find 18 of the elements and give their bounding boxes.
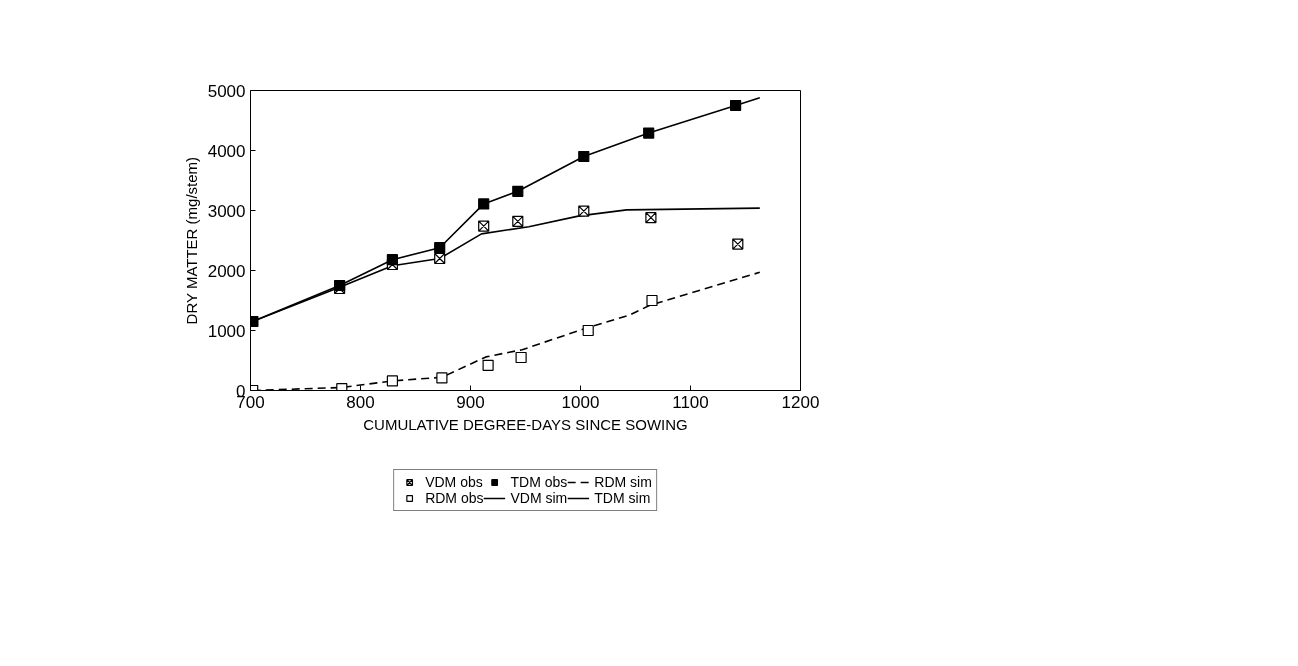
y-tick-label: 1000: [207, 321, 246, 341]
y-tick-label: 3000: [207, 201, 246, 221]
y-tick-label: 5000: [207, 81, 246, 101]
y-tick-label: 4000: [207, 141, 246, 161]
y-axis-title: DRY MATTER (mg/stem): [182, 156, 200, 325]
legend-label: TDM sim: [594, 490, 651, 506]
x-tick-label: 800: [346, 392, 375, 412]
x-tick-label: 1200: [781, 392, 820, 412]
x-axis-title: CUMULATIVE DEGREE-DAYS SINCE SOWING: [363, 415, 688, 433]
legend-label: RDM sim: [594, 474, 652, 490]
x-tick-label: 1100: [672, 392, 709, 412]
legend-label: RDM obs: [425, 490, 484, 506]
legend-label: VDM sim: [510, 490, 568, 506]
x-tick-label: 1000: [561, 392, 600, 412]
legend-label: TDM obs: [510, 474, 568, 490]
y-tick-label: 2000: [207, 261, 246, 281]
legend-label: VDM obs: [425, 474, 483, 490]
x-tick-label: 900: [456, 392, 485, 412]
